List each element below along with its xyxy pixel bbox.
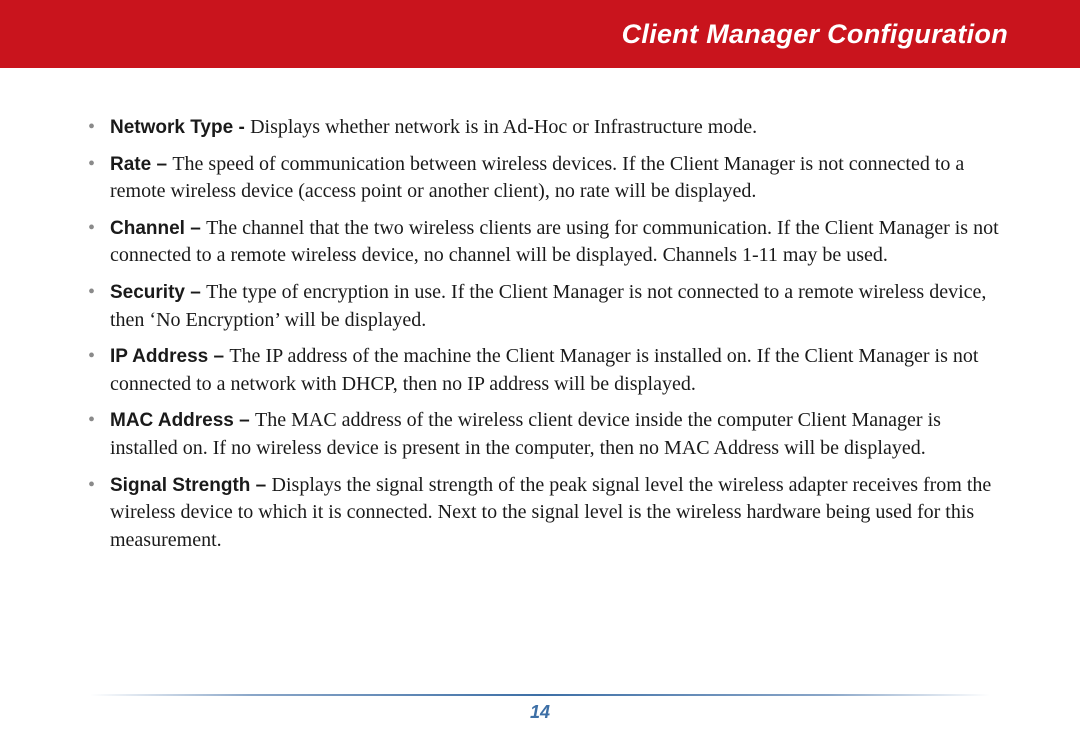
term-label: Signal Strength – — [110, 475, 272, 496]
page-title: Client Manager Configuration — [622, 19, 1008, 50]
term-description: The type of encryption in use. If the Cl… — [110, 281, 986, 331]
page-number: 14 — [530, 702, 550, 723]
list-item: Rate – The speed of communication betwee… — [86, 151, 1000, 206]
list-item: Channel – The channel that the two wirel… — [86, 215, 1000, 270]
page-header: Client Manager Configuration — [0, 0, 1080, 68]
term-label: IP Address – — [110, 346, 229, 367]
page-content: Network Type - Displays whether network … — [0, 68, 1080, 554]
term-label: Rate – — [110, 154, 172, 175]
term-label: MAC Address – — [110, 410, 255, 431]
page-footer: 14 — [0, 694, 1080, 723]
list-item: Security – The type of encryption in use… — [86, 279, 1000, 334]
definition-list: Network Type - Displays whether network … — [86, 114, 1000, 554]
list-item: Network Type - Displays whether network … — [86, 114, 1000, 142]
term-description: The IP address of the machine the Client… — [110, 345, 978, 395]
term-label: Network Type - — [110, 117, 250, 138]
list-item: Signal Strength – Displays the signal st… — [86, 472, 1000, 555]
term-description: Displays whether network is in Ad-Hoc or… — [250, 116, 757, 138]
footer-rule — [90, 694, 990, 696]
list-item: IP Address – The IP address of the machi… — [86, 343, 1000, 398]
term-description: The speed of communication between wirel… — [110, 153, 964, 203]
term-description: The channel that the two wireless client… — [110, 217, 999, 267]
list-item: MAC Address – The MAC address of the wir… — [86, 407, 1000, 462]
term-label: Channel – — [110, 218, 206, 239]
term-label: Security – — [110, 282, 206, 303]
